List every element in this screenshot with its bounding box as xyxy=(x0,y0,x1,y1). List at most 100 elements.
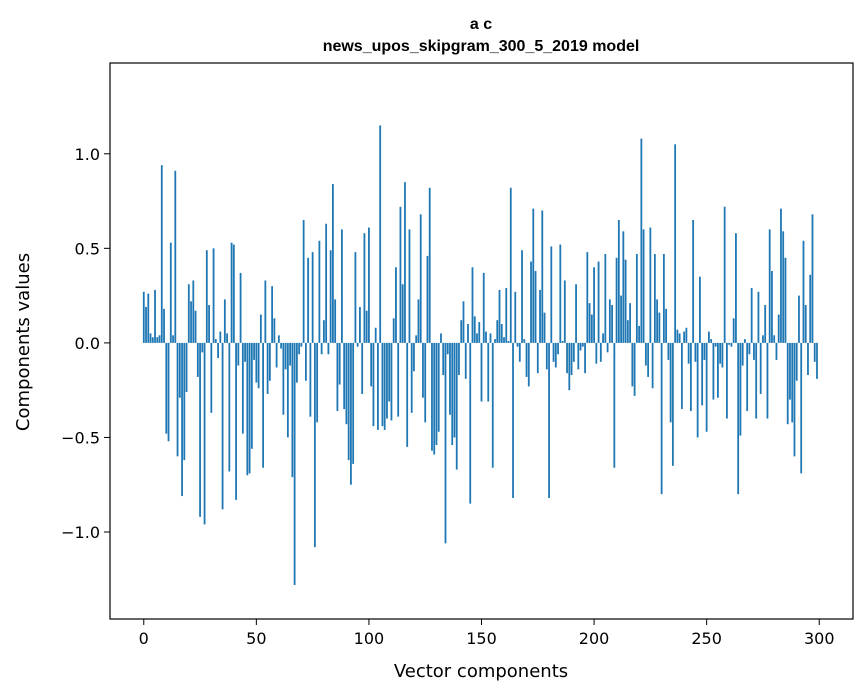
bar xyxy=(311,252,314,343)
bar xyxy=(395,267,397,343)
bar xyxy=(741,342,744,366)
bar xyxy=(374,327,377,343)
bar xyxy=(494,339,496,343)
bar xyxy=(365,310,368,343)
bar xyxy=(608,299,611,343)
bar xyxy=(775,342,778,360)
y-tick-label: 0.5 xyxy=(75,239,100,258)
bar xyxy=(336,342,339,411)
x-axis-label: Vector components xyxy=(394,661,568,682)
bar xyxy=(453,342,456,438)
bar xyxy=(642,229,645,343)
bar xyxy=(300,342,303,347)
bar xyxy=(293,342,296,585)
x-tick-label: 150 xyxy=(466,629,497,648)
bar xyxy=(545,342,548,370)
bar xyxy=(440,333,442,343)
bar xyxy=(172,335,174,343)
bar xyxy=(615,257,618,343)
bar xyxy=(671,342,674,466)
bar xyxy=(658,312,661,343)
bar xyxy=(735,233,737,343)
bar xyxy=(579,342,582,351)
bar xyxy=(712,342,715,400)
bar xyxy=(223,299,226,343)
bar xyxy=(795,342,798,381)
bar xyxy=(638,325,641,343)
bar xyxy=(622,231,625,343)
bar xyxy=(595,342,598,364)
bar xyxy=(253,342,255,360)
bar xyxy=(575,284,577,343)
bar xyxy=(721,342,724,368)
bar xyxy=(228,342,231,472)
bar xyxy=(719,342,722,364)
bar xyxy=(185,342,188,393)
bar xyxy=(345,342,348,425)
bar xyxy=(507,341,510,343)
bar xyxy=(604,254,607,343)
bar xyxy=(413,342,415,372)
bar xyxy=(685,327,688,343)
bar xyxy=(521,250,523,343)
bar xyxy=(577,342,580,370)
bar xyxy=(662,254,665,343)
bar xyxy=(422,342,424,398)
x-tick-label: 300 xyxy=(804,629,835,648)
bar xyxy=(302,219,305,343)
bar xyxy=(208,305,210,343)
bar xyxy=(768,229,771,343)
x-tick-label: 50 xyxy=(246,629,266,648)
bar xyxy=(187,284,190,343)
x-tick-label: 100 xyxy=(354,629,385,648)
bar xyxy=(669,342,672,423)
bar xyxy=(496,320,499,343)
bar xyxy=(428,187,431,343)
bar xyxy=(789,342,791,400)
bar xyxy=(316,342,319,423)
bar xyxy=(377,342,379,430)
bar xyxy=(248,342,251,474)
bar xyxy=(710,339,713,343)
bar xyxy=(307,257,310,343)
bar xyxy=(219,331,222,343)
bar xyxy=(455,342,458,470)
bar xyxy=(532,208,535,343)
bar xyxy=(626,320,629,343)
bar xyxy=(390,342,393,421)
bar xyxy=(559,244,562,343)
bar xyxy=(169,242,172,343)
bar xyxy=(363,233,366,343)
bar xyxy=(536,342,539,374)
bar xyxy=(568,342,571,391)
bar xyxy=(181,342,183,497)
bar xyxy=(653,254,656,343)
bar xyxy=(730,342,733,347)
bar xyxy=(678,333,681,343)
bar xyxy=(354,252,357,343)
bar xyxy=(201,342,204,353)
x-tick-label: 250 xyxy=(691,629,722,648)
bar xyxy=(237,342,240,366)
bar xyxy=(343,342,346,410)
x-axis-ticks: 0 50 100 150 200 250 300 xyxy=(139,619,835,648)
bar xyxy=(692,219,695,343)
bar xyxy=(613,342,616,468)
bar xyxy=(149,333,152,343)
plot-frame xyxy=(109,62,854,620)
bar xyxy=(640,138,643,343)
bar xyxy=(773,335,776,343)
bar xyxy=(230,242,233,343)
bar xyxy=(431,342,433,451)
bar xyxy=(347,342,350,461)
bar xyxy=(739,342,742,436)
bar xyxy=(723,206,726,343)
bar xyxy=(500,323,503,343)
bar xyxy=(458,342,460,376)
bar xyxy=(624,259,627,343)
bar xyxy=(320,342,323,355)
bar xyxy=(338,342,341,385)
bar xyxy=(683,331,686,343)
bar xyxy=(753,342,755,360)
bar xyxy=(516,342,519,347)
